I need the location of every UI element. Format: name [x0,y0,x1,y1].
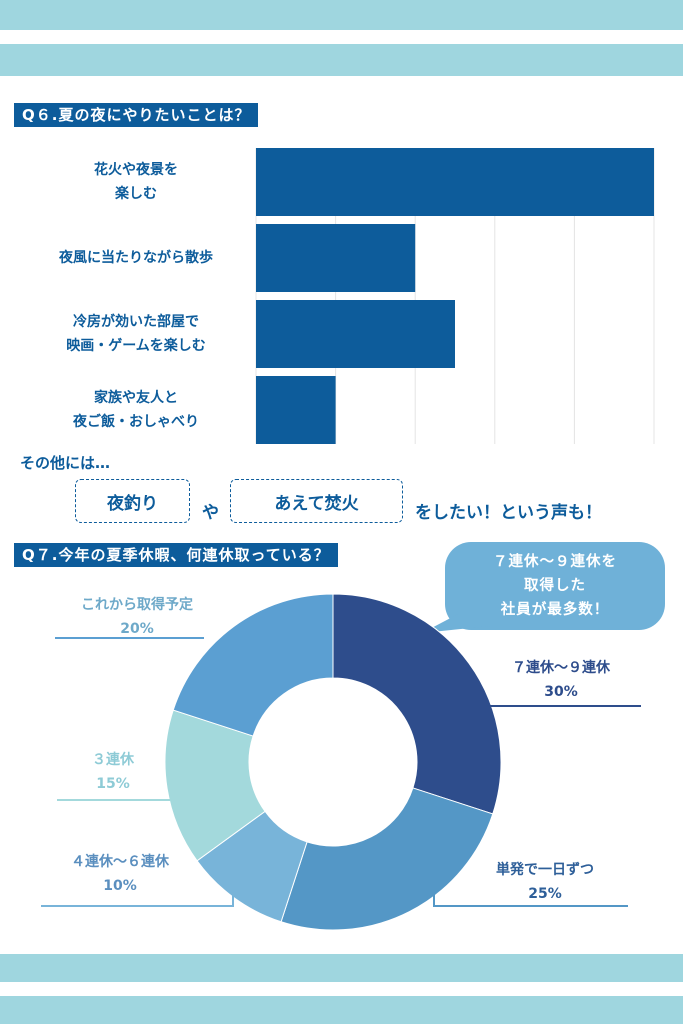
pie-label-3: ３連休 15% [58,748,168,796]
pie-leader-line [433,876,628,907]
pie-slice-name: ３連休 [92,752,134,768]
other-box-bonfire: あえて焚火 [230,479,403,523]
bar-chart [255,148,655,444]
bar-category-label: 家族や友人と 夜ご飯・おしゃべり [73,390,199,430]
bottom-stripe-1 [0,954,683,982]
pie-label-0: ７連休～９連休 30% [486,656,636,704]
speech-bubble-text: ７連休～９連休を 取得した 社員が最多数！ [493,554,617,618]
other-suffix: をしたい！という声も！ [415,503,602,523]
bar-3 [256,376,336,444]
other-connector: や [202,503,219,523]
pie-slice-name: ７連休～９連休 [512,660,610,676]
top-stripe-1 [0,0,683,30]
pie-slice-percent: 20% [120,621,154,637]
bottom-stripe-2 [0,996,683,1024]
bar-0 [256,148,654,216]
pie-leader-line [41,880,234,907]
pie-slice-name: ４連休～６連休 [71,854,169,870]
bar-category-label: 夜風に当たりながら散歩 [59,250,213,266]
q7-title: Q７.今年の夏季休暇、何連休取っている？ [14,543,338,567]
bar-1 [256,224,416,292]
pie-label-2: ４連休～６連休 10% [45,850,195,898]
pie-slice-1 [280,787,494,931]
speech-bubble [445,542,665,630]
other-intro: その他には… [20,454,111,472]
pie-slice-0 [332,593,502,815]
bar-category-label: 花火や夜景を 楽しむ [94,162,178,202]
other-box-fishing: 夜釣り [75,479,190,523]
pie-slice-percent: 25% [528,886,562,902]
q6-title: Q６.夏の夜にやりたいことは？ [14,103,259,127]
pie-slice-4 [172,593,334,737]
pie-slice-name: これから取得予定 [81,597,193,613]
pie-slice-percent: 30% [544,684,578,700]
pie-label-4: これから取得予定 20% [52,593,222,641]
pie-label-1: 単発で一日ずつ 25% [470,858,620,906]
pie-slice-percent: 15% [96,776,130,792]
top-stripe-2 [0,44,683,76]
pie-slice-name: 単発で一日ずつ [496,862,594,878]
speech-bubble-tail [422,612,490,633]
pie-slice-percent: 10% [103,878,137,894]
bar-category-label: 冷房が効いた部屋で 映画・ゲームを楽しむ [66,314,206,354]
bar-2 [256,300,455,368]
